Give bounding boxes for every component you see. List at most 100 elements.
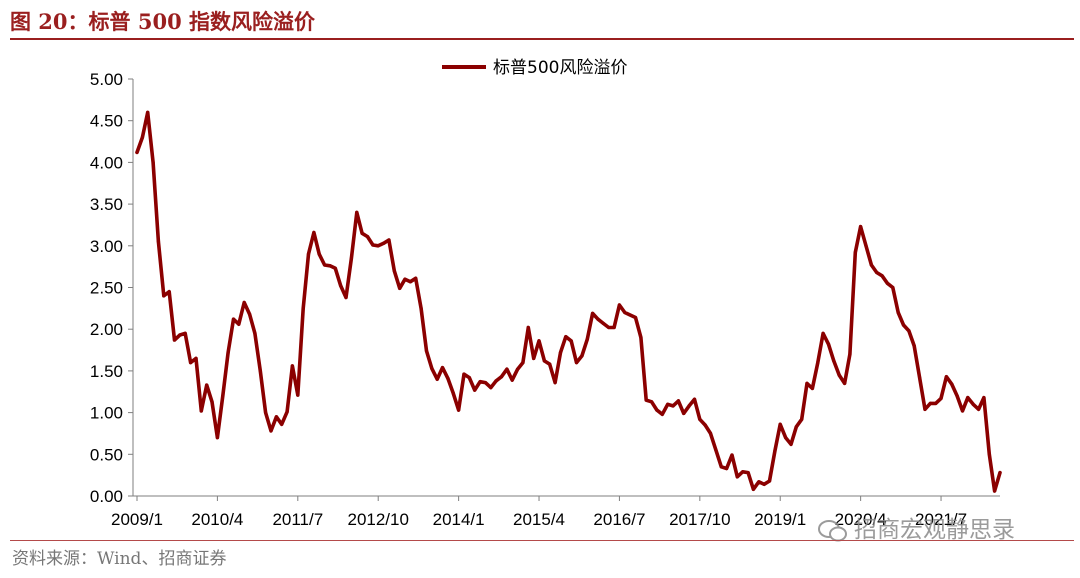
data-point (414, 276, 418, 280)
data-point (869, 263, 874, 267)
data-point (800, 417, 804, 421)
data-point (242, 300, 246, 305)
data-point (526, 325, 530, 330)
data-point (859, 225, 863, 229)
data-point (135, 150, 139, 154)
data-point (960, 409, 965, 413)
data-point (682, 411, 686, 415)
data-point (167, 290, 171, 294)
data-point (891, 285, 895, 290)
data-point (339, 284, 343, 288)
data-point (446, 376, 450, 380)
data-point (156, 240, 160, 244)
data-point (660, 412, 664, 416)
data-point (767, 479, 772, 483)
data-point (355, 210, 359, 214)
data-point (843, 381, 847, 385)
data-point (708, 431, 713, 435)
data-point (221, 394, 225, 398)
y-tick-label: 4.00 (90, 153, 123, 172)
data-point (494, 379, 498, 383)
data-point (467, 376, 471, 380)
data-point (516, 367, 520, 371)
data-point (269, 429, 273, 433)
data-point (955, 394, 959, 398)
data-point (901, 323, 906, 327)
data-point (360, 231, 364, 235)
data-point (816, 361, 820, 365)
data-point (483, 381, 487, 385)
data-point (757, 480, 761, 484)
data-point (151, 160, 155, 164)
x-tick-label: 2014/1 (433, 510, 485, 529)
data-point (371, 243, 375, 247)
y-tick-label: 1.50 (90, 362, 123, 381)
data-point (671, 404, 675, 408)
data-point (977, 407, 981, 411)
data-point (746, 471, 750, 475)
data-point (323, 263, 327, 267)
data-point (473, 388, 477, 392)
data-point (146, 110, 150, 114)
data-point (617, 303, 622, 307)
data-point (650, 400, 654, 404)
data-point (317, 252, 321, 256)
data-point (376, 244, 380, 248)
data-point (296, 393, 300, 397)
data-point (264, 411, 268, 415)
data-point (499, 375, 504, 379)
data-point (848, 352, 852, 356)
y-tick-label: 2.50 (90, 279, 123, 298)
data-point (553, 381, 557, 385)
data-point (290, 364, 294, 368)
data-point (306, 252, 311, 256)
data-point (612, 325, 616, 330)
data-point (934, 401, 938, 405)
data-point (398, 286, 402, 290)
data-point (655, 408, 659, 412)
data-point (821, 331, 825, 335)
data-point (564, 335, 568, 339)
x-tick-label: 2015/4 (513, 510, 565, 529)
x-tick-label: 2016/7 (593, 510, 645, 529)
data-point (784, 436, 788, 440)
data-point (548, 362, 552, 366)
source-note: 资料来源：Wind、招商证券 (12, 549, 227, 569)
data-point (328, 264, 332, 268)
data-point (189, 361, 193, 365)
series-layer (135, 110, 1002, 493)
data-point (698, 417, 702, 421)
data-point (312, 230, 316, 235)
y-tick-label: 4.50 (90, 112, 123, 131)
data-point (382, 241, 386, 245)
data-point (778, 422, 782, 426)
data-point (950, 382, 954, 386)
data-point (226, 351, 230, 355)
data-point (591, 311, 595, 315)
data-point (403, 277, 407, 281)
data-point (178, 333, 182, 337)
data-point (183, 331, 187, 335)
y-axis: 0.00 0.50 1.00 1.50 2.00 2.50 3.00 3.50 4.00 4.50… (90, 70, 134, 506)
x-tick-label: 2019/1 (754, 510, 806, 529)
data-point (574, 361, 579, 365)
data-point (628, 313, 632, 317)
legend-label: 标普500风险溢价 (493, 58, 627, 78)
data-point (880, 274, 884, 278)
data-point (199, 409, 203, 413)
data-point (435, 377, 439, 381)
data-point (896, 310, 900, 315)
data-point (408, 280, 412, 284)
x-tick-label: 2009/1 (111, 510, 163, 529)
data-point (939, 396, 943, 400)
data-point (607, 325, 611, 330)
x-tick-label: 2017/10 (669, 510, 730, 529)
data-point (210, 400, 214, 404)
data-point (349, 256, 353, 260)
data-point (751, 487, 756, 491)
data-point (542, 359, 547, 363)
data-point (505, 367, 509, 371)
y-tick-label: 1.00 (90, 404, 123, 423)
data-point (215, 436, 219, 440)
